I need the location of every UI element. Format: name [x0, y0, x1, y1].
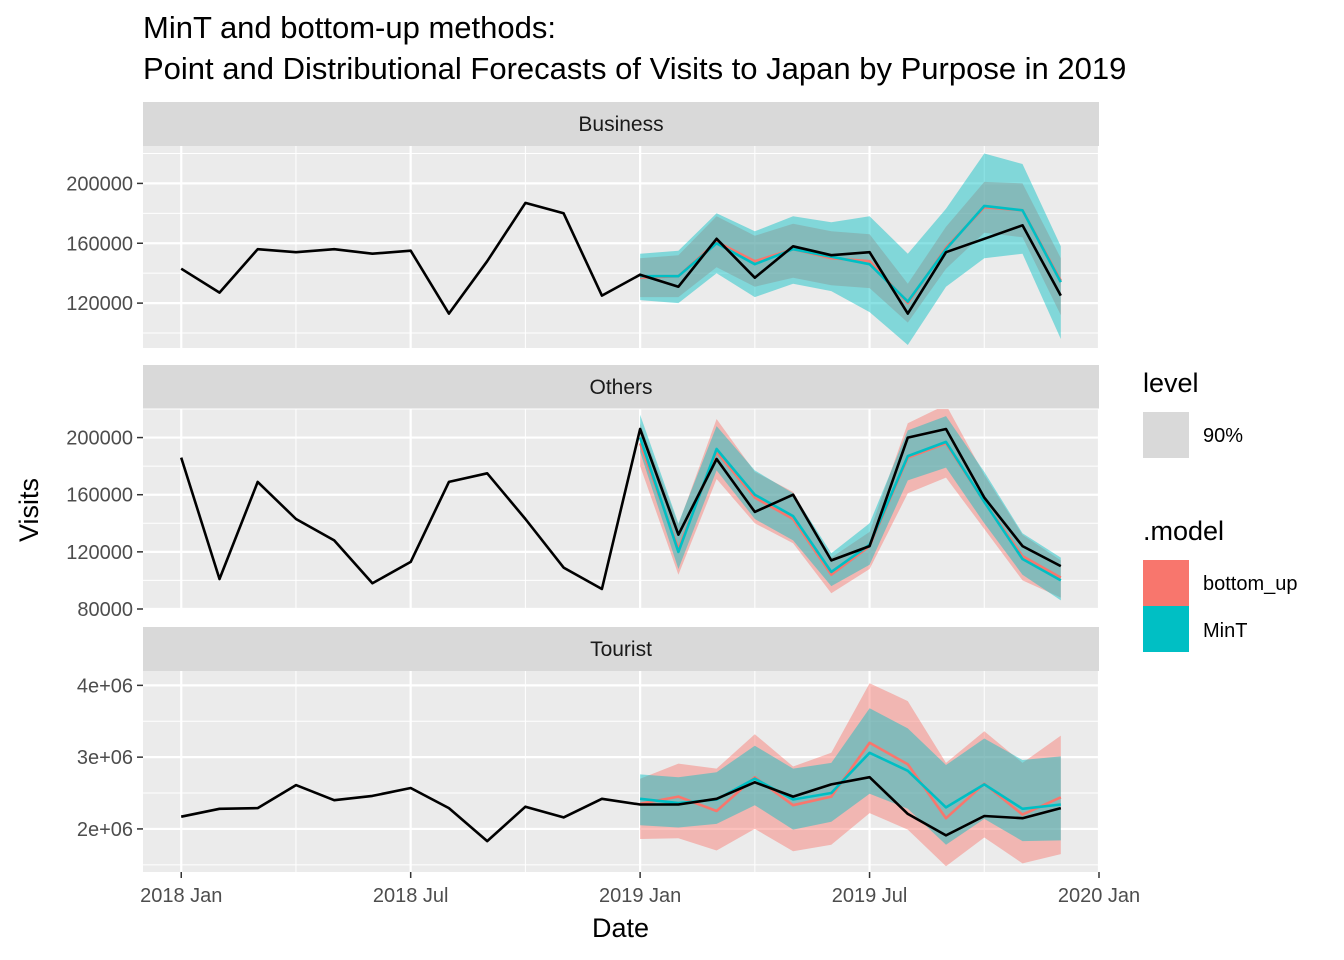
panel-bg-tourist: [143, 671, 1099, 872]
y-tick-label: 3e+06: [77, 747, 133, 769]
y-tick-label: 200000: [66, 428, 133, 450]
chart-title: MinT and bottom-up methods:: [143, 10, 556, 45]
forecast-line-mint-others: [638, 437, 1062, 582]
legend-level-title: level: [1143, 368, 1199, 398]
y-tick-label: 160000: [66, 233, 133, 255]
y-tick-label: 80000: [77, 599, 133, 621]
x-tick-label: 2020 Jan: [1058, 885, 1140, 907]
panel-tourist: Tourist 2e+06 3e+06 4e+06: [77, 627, 1101, 872]
grid-business: [143, 146, 1101, 348]
data-layer-tourist: [180, 683, 1062, 867]
chart-subtitle: Point and Distributional Forecasts of Vi…: [143, 51, 1126, 86]
y-axis-title: Visits: [14, 478, 44, 542]
actual-line-tourist: [180, 775, 1062, 843]
legend-key-bottom-up: [1143, 560, 1189, 606]
ribbon-90-mint-business: [640, 153, 1061, 345]
y-tick-label: 4e+06: [77, 675, 133, 697]
ribbon-90-bottom-up-business: [640, 181, 1061, 323]
panel-bg-business: [143, 146, 1099, 348]
legend-model-title: .model: [1143, 516, 1224, 546]
strip-label-tourist: Tourist: [590, 638, 652, 661]
strip-tourist: [143, 627, 1099, 671]
strip-label-business: Business: [578, 113, 663, 136]
grid-tourist: [143, 671, 1101, 872]
x-tick-label: 2018 Jul: [373, 885, 449, 907]
legend-level-key: [1143, 412, 1189, 458]
legend-key-mint: [1143, 606, 1189, 652]
strip-label-others: Others: [589, 376, 652, 399]
strip-business: [143, 102, 1099, 146]
ribbon-90-mint-others: [640, 414, 1061, 601]
data-layer-others: [179, 409, 1062, 601]
y-tick-label: 160000: [66, 485, 133, 507]
legend-label-mint: MinT: [1203, 620, 1247, 642]
grid-others: [143, 408, 1101, 611]
x-axis: 2018 Jan 2018 Jul 2019 Jan 2019 Jul 2020 Jan: [140, 872, 1140, 907]
y-tick-label: 120000: [66, 542, 133, 564]
legend: level 90% .model bottom_up MinT: [1143, 368, 1298, 652]
x-tick-label: 2018 Jan: [140, 885, 222, 907]
y-tick-label: 2e+06: [77, 819, 133, 841]
panel-business: Business 120000 160000 200000: [66, 102, 1101, 348]
x-tick-label: 2019 Jul: [832, 885, 908, 907]
actual-line-business: [180, 201, 1062, 315]
x-tick-label: 2019 Jan: [599, 885, 681, 907]
x-axis-title: Date: [592, 913, 649, 943]
y-tick-label: 120000: [66, 293, 133, 315]
y-tick-label: 200000: [66, 173, 133, 195]
data-layer-business: [180, 153, 1062, 345]
strip-others: [143, 365, 1099, 409]
legend-label-bottom-up: bottom_up: [1203, 573, 1298, 595]
legend-level-label: 90%: [1203, 425, 1243, 447]
actual-line-others: [179, 427, 1062, 591]
facet-panels: Business 120000 160000 200000 Others 80000 120…: [66, 102, 1101, 872]
panel-others: Others 80000 120000 160000 200000: [66, 365, 1101, 621]
